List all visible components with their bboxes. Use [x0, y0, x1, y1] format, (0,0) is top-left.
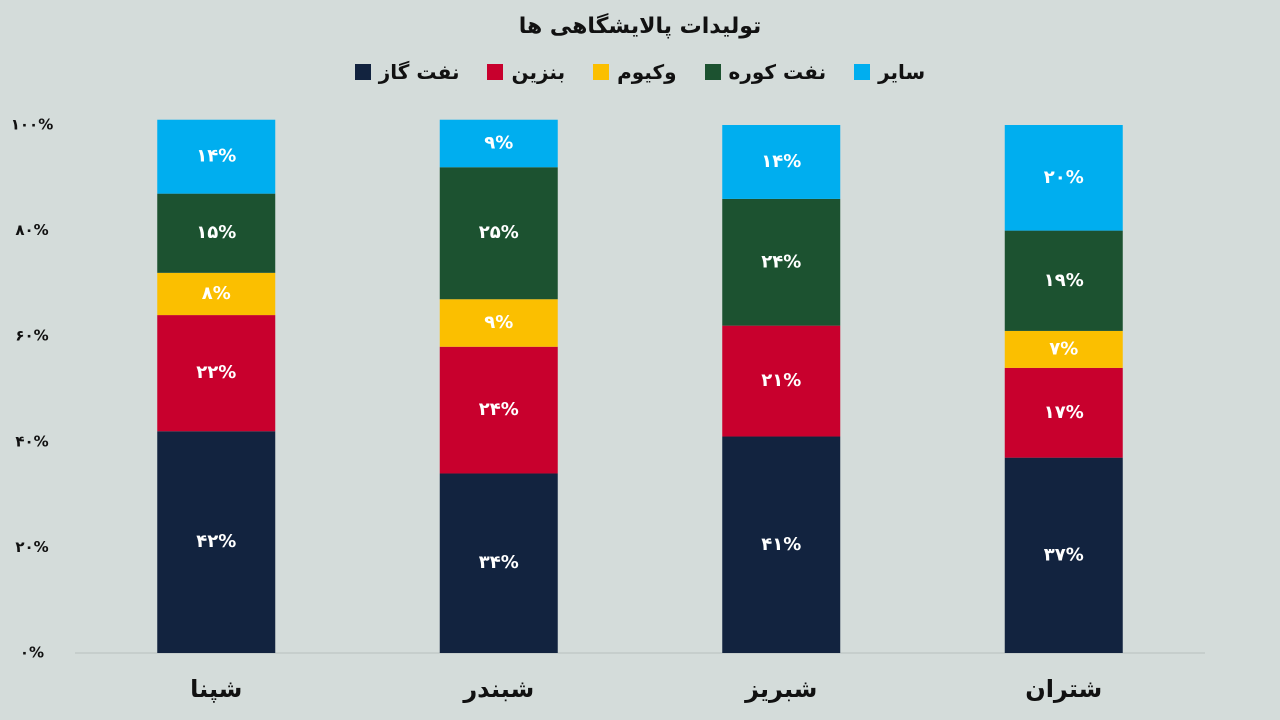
data-label: ۹% [484, 312, 513, 333]
bar-segment [1004, 457, 1123, 653]
data-label: ۲۵% [479, 222, 519, 243]
bar-segment [1004, 367, 1123, 458]
legend-label: نفت کوره [728, 60, 827, 84]
legend: سایر نفت کوره وکیوم بنزین نفت گاز [0, 60, 1280, 84]
x-tick-label: شبندر [462, 675, 534, 703]
legend-item: نفت کوره [704, 60, 827, 84]
data-label: ۷% [1049, 338, 1078, 359]
bar-segment [722, 325, 841, 437]
chart-title: تولیدات پالایشگاهی ها [519, 12, 762, 39]
data-label: ۲۰% [1044, 167, 1084, 188]
bar-segment [157, 272, 276, 316]
y-tick-label: ۸۰% [15, 221, 48, 239]
data-label: ۴۲% [196, 531, 236, 552]
bar-segment [157, 315, 276, 432]
data-label: ۲۲% [196, 362, 236, 383]
x-tick-label: شتران [1025, 675, 1102, 703]
legend-swatch [593, 64, 610, 80]
legend-item: نفت گاز [354, 60, 460, 84]
bar-segment [1004, 330, 1123, 368]
legend-swatch [704, 64, 721, 80]
legend-item: بنزین [487, 60, 565, 84]
legend-item: سایر [854, 60, 925, 84]
data-label: ۳۷% [1044, 544, 1084, 565]
bar-segment [1004, 125, 1123, 231]
bar-segment [439, 119, 558, 168]
data-label: ۳۴% [479, 552, 519, 573]
bar-segment [1004, 230, 1123, 331]
legend-label: نفت گاز [378, 60, 460, 84]
y-tick-label: ۱۰۰% [11, 116, 54, 134]
bar-segment [157, 193, 276, 273]
legend-swatch [854, 64, 871, 80]
data-label: ۴۱% [761, 534, 801, 555]
y-tick-label: ۶۰% [15, 327, 48, 345]
legend-swatch [354, 64, 371, 80]
data-label: ۱۹% [1044, 270, 1084, 291]
data-label: ۱۴% [196, 146, 236, 167]
bar-segment [157, 431, 276, 653]
bar-segment [439, 473, 558, 653]
x-tick-label: شبریز [744, 675, 817, 703]
bar-segment [439, 167, 558, 300]
data-label: ۲۱% [761, 370, 801, 391]
data-label: ۱۴% [761, 151, 801, 172]
data-label: ۹% [484, 132, 513, 153]
bar-segment [439, 299, 558, 347]
y-tick-label: ۰% [20, 644, 44, 662]
bar-segment [722, 436, 841, 653]
legend-label: بنزین [511, 60, 566, 84]
data-label: ۱۵% [196, 222, 236, 243]
legend-label: سایر [878, 60, 926, 84]
bar-segment [722, 125, 841, 199]
legend-swatch [487, 64, 504, 80]
data-label: ۱۷% [1044, 402, 1084, 423]
bar-segment [439, 346, 558, 474]
legend-item: وکیوم [593, 60, 677, 84]
x-tick-label: شپنا [190, 675, 242, 703]
data-label: ۲۴% [761, 251, 801, 272]
legend-label: وکیوم [617, 60, 677, 84]
bar-segment [157, 119, 276, 194]
bar-segment [722, 198, 841, 326]
data-label: ۲۴% [479, 399, 519, 420]
y-tick-label: ۲۰% [15, 538, 48, 556]
data-label: ۸% [202, 283, 231, 304]
y-tick-label: ۴۰% [15, 432, 48, 450]
